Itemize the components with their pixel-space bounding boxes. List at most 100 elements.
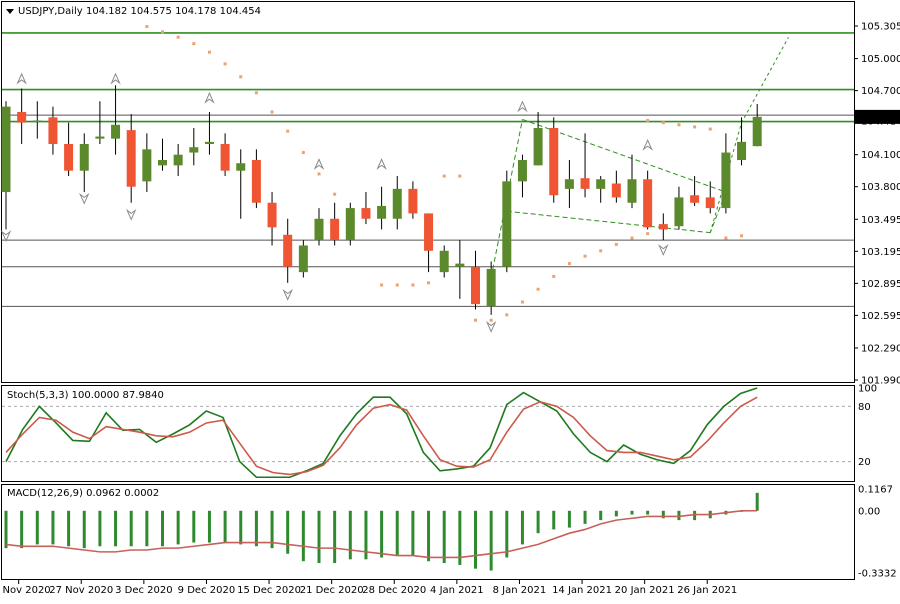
price-tick-label-4: 104.100 xyxy=(861,150,900,161)
macd-bar-23 xyxy=(364,510,368,560)
psar-dot-32 xyxy=(661,121,665,125)
macd-bar-10 xyxy=(161,510,164,547)
psar-dot-8 xyxy=(270,110,274,114)
macd-signal-line xyxy=(5,509,758,559)
candle-body-20 xyxy=(314,218,324,241)
macd-bar-28 xyxy=(442,510,446,564)
candle-body-6 xyxy=(95,136,105,139)
date-label-4: 15 Dec 2020 xyxy=(237,585,301,596)
candle-body-17 xyxy=(267,202,277,228)
fractal-down-0 xyxy=(0,230,12,243)
candle-body-48 xyxy=(752,116,762,147)
candle-body-5 xyxy=(79,144,89,171)
macd-bar-22 xyxy=(348,510,352,560)
macd-bar-31 xyxy=(489,510,493,571)
price-tick-label-5: 103.800 xyxy=(861,182,900,193)
last-price-box xyxy=(855,109,900,124)
candle-body-39 xyxy=(611,183,621,198)
candle-body-7 xyxy=(111,124,121,139)
psar-dot-12 xyxy=(333,192,337,196)
macd-bar-37 xyxy=(583,510,587,524)
psar-dot-37 xyxy=(740,234,744,238)
price-panel-frame xyxy=(1,1,855,383)
psar-dot-31 xyxy=(646,119,650,123)
candle-body-21 xyxy=(330,218,340,241)
symbol-title[interactable]: USDJPY,Daily xyxy=(18,6,83,17)
psar-dot-17 xyxy=(442,174,446,178)
macd-layer: 0.1167 0.00 -0.3332 xyxy=(4,485,897,580)
channel-lower-line xyxy=(506,210,711,234)
candle-body-14 xyxy=(220,144,230,171)
psar-dot-5 xyxy=(223,62,227,66)
psar-dot-26 xyxy=(583,254,587,258)
candle-body-9 xyxy=(142,149,152,182)
macd-bar-13 xyxy=(207,510,211,543)
candle-body-2 xyxy=(32,120,42,123)
macd-bar-35 xyxy=(552,510,556,530)
candle-body-10 xyxy=(158,160,167,166)
macd-bar-29 xyxy=(458,510,462,565)
fractal-up-3 xyxy=(313,158,325,170)
candle-body-4 xyxy=(64,144,74,171)
macd-bar-17 xyxy=(270,510,274,549)
macd-tick-label-2: -0.3332 xyxy=(858,569,897,580)
macd-bar-21 xyxy=(333,510,337,564)
channel-right-leg xyxy=(709,191,727,233)
price-tick-label-10: 102.290 xyxy=(861,343,900,354)
psar-dot-33 xyxy=(677,123,681,127)
candle-body-32 xyxy=(502,181,512,267)
psar-dot-20 xyxy=(489,318,493,322)
date-label-2: 3 Dec 2020 xyxy=(115,585,173,596)
candle-body-16 xyxy=(251,160,261,203)
date-label-8: 8 Jan 2021 xyxy=(493,585,547,596)
macd-bar-24 xyxy=(380,510,384,558)
candle-body-41 xyxy=(643,179,653,228)
psar-dot-14 xyxy=(395,283,399,287)
macd-bar-33 xyxy=(520,510,524,545)
candle-body-23 xyxy=(361,208,371,219)
macd-bar-39 xyxy=(614,510,618,517)
macd-bar-25 xyxy=(395,510,399,556)
macd-bar-38 xyxy=(599,510,603,521)
macd-bar-5 xyxy=(82,510,86,549)
macd-bar-27 xyxy=(427,510,431,562)
psar-dot-7 xyxy=(254,91,258,95)
symbol-dropdown-icon[interactable] xyxy=(6,9,14,14)
psar-dot-34 xyxy=(693,125,697,129)
candle-body-42 xyxy=(658,224,668,230)
macd-bar-18 xyxy=(286,510,290,554)
macd-bar-32 xyxy=(505,510,509,558)
candle-body-11 xyxy=(173,154,183,166)
psar-dot-11 xyxy=(317,172,321,176)
candle-body-29 xyxy=(455,263,465,267)
macd-bar-1 xyxy=(20,510,24,549)
candle-body-47 xyxy=(737,141,747,161)
macd-bar-0 xyxy=(4,510,8,549)
stoch-tick-label-1: 80 xyxy=(858,402,871,413)
stoch-title: Stoch(5,3,3) 100.0000 87.9840 xyxy=(7,390,164,401)
price-tick-label-6: 103.495 xyxy=(861,215,900,226)
macd-bar-4 xyxy=(67,510,71,547)
psar-dot-27 xyxy=(599,249,603,253)
macd-bar-40 xyxy=(630,510,634,515)
candle-body-1 xyxy=(17,111,27,123)
candle-body-43 xyxy=(674,197,684,227)
fractal-up-2 xyxy=(204,91,215,104)
psar-dot-6 xyxy=(239,75,243,79)
psar-dot-28 xyxy=(614,242,618,246)
date-label-9: 14 Jan 2021 xyxy=(552,585,612,596)
macd-bar-15 xyxy=(239,510,243,545)
date-label-5: 21 Dec 2020 xyxy=(300,585,364,596)
fractal-up-1 xyxy=(110,72,121,85)
psar-dot-13 xyxy=(380,283,384,287)
candle-body-45 xyxy=(705,197,715,209)
candle-body-19 xyxy=(298,245,308,273)
candle-body-40 xyxy=(627,179,637,203)
macd-bar-19 xyxy=(301,510,305,562)
price-tick-label-1: 105.000 xyxy=(861,54,900,65)
last-price-label: 104.454 xyxy=(860,113,900,124)
macd-bar-16 xyxy=(254,510,258,547)
psar-dot-21 xyxy=(505,313,509,317)
macd-bar-30 xyxy=(474,510,477,569)
candle-body-38 xyxy=(596,179,606,189)
